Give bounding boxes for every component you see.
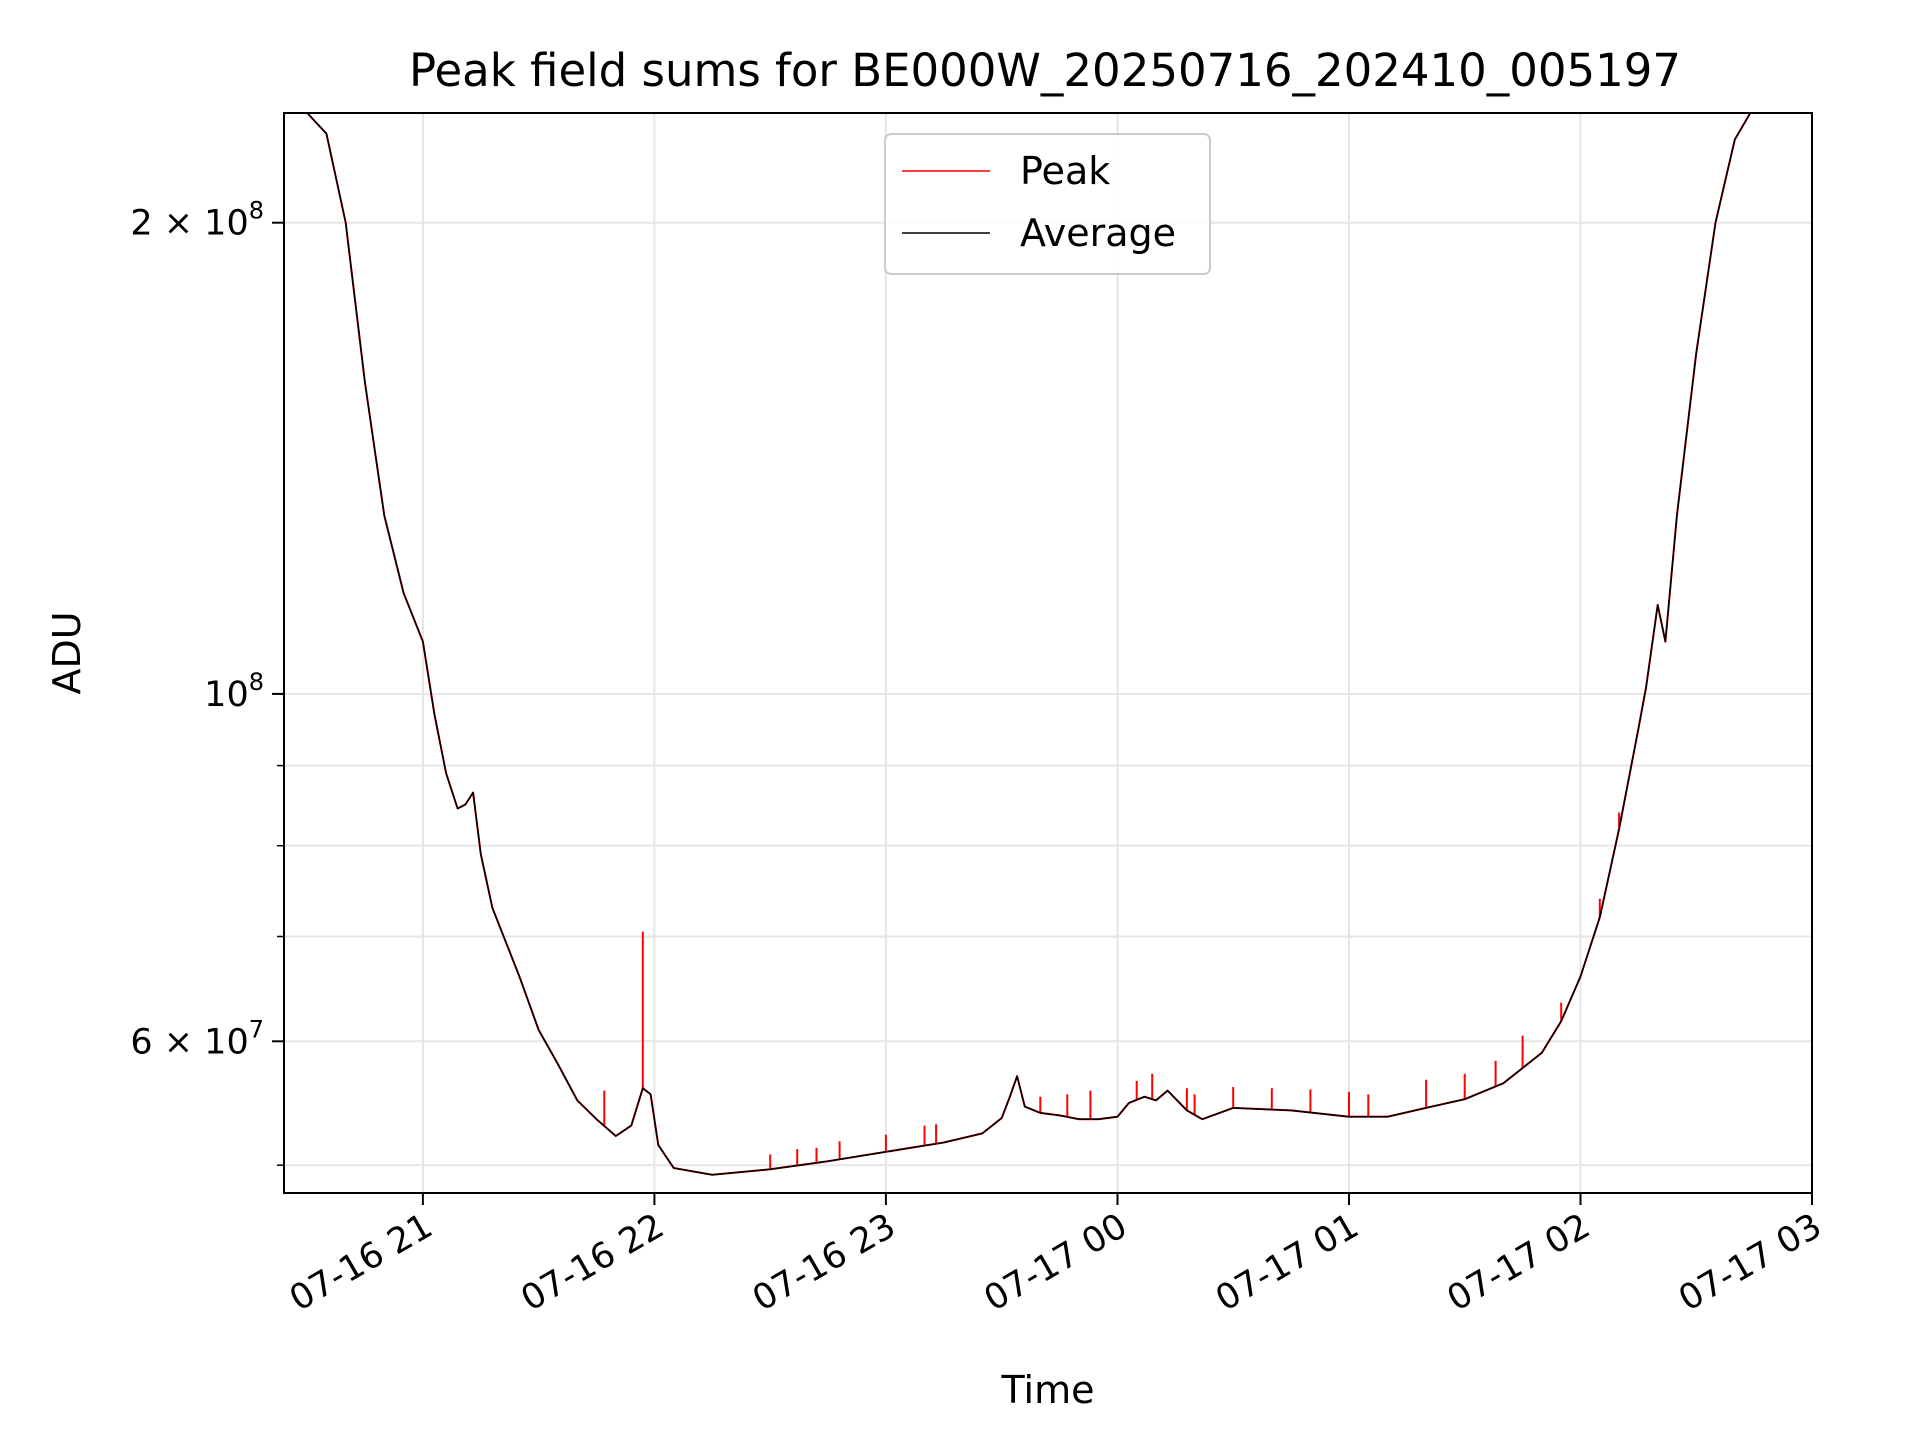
legend-label-average: Average (1020, 211, 1176, 255)
legend-label-peak: Peak (1020, 149, 1110, 193)
y-axis-ticks: 108 2 × 108 6 × 107 (130, 197, 284, 1166)
y-tick-label: 108 (204, 668, 264, 715)
series-layer (284, 112, 1812, 1176)
y-axis-label: ADU (45, 611, 89, 694)
plot-background (284, 113, 1812, 1193)
y-tick-label: 6 × 107 (130, 1015, 264, 1062)
plot-area: 07-16 21 07-16 22 07-16 23 07-17 00 07-17 01… (130, 112, 1829, 1319)
y-tick-label: 2 × 108 (130, 197, 264, 244)
average-series-line (284, 112, 1812, 1176)
legend-box (884, 133, 1211, 275)
chart-title: Peak field sums for BE000W_20250716_2024… (409, 44, 1681, 97)
legend: Peak Average (884, 133, 1211, 275)
plot-frame (283, 112, 1813, 1194)
x-axis-label: Time (1001, 1368, 1095, 1412)
